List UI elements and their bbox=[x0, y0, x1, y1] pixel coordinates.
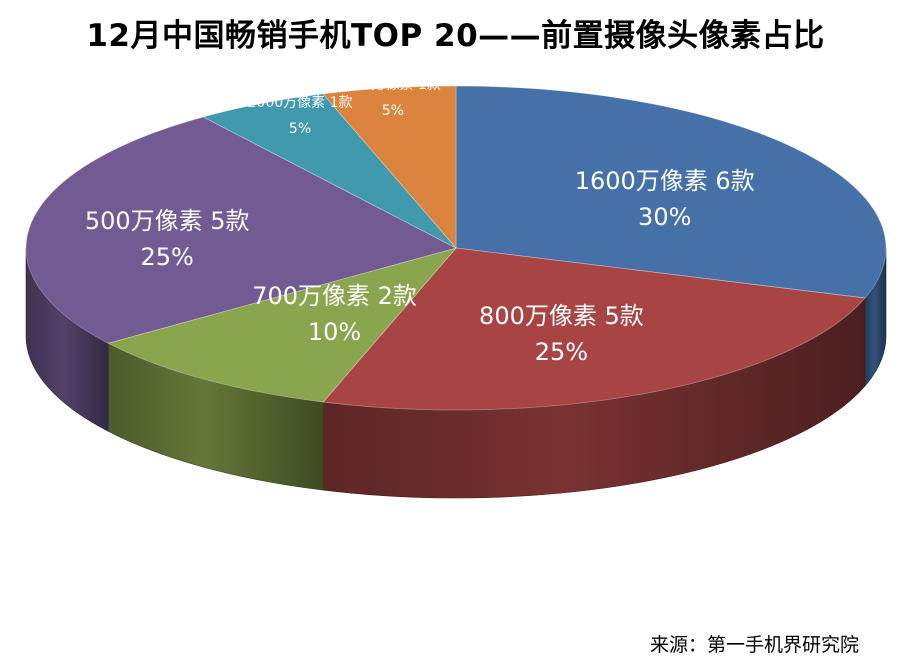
slice-percent-3: 25% bbox=[141, 243, 194, 271]
slice-label-4: 2000万像素 1款 bbox=[248, 95, 353, 111]
slice-label-0: 1600万像素 6款 bbox=[575, 167, 755, 195]
slice-label-3: 500万像素 5款 bbox=[85, 207, 250, 235]
pie-slices bbox=[25, 85, 887, 411]
slice-percent-5: 5% bbox=[382, 103, 404, 119]
slice-percent-1: 25% bbox=[535, 338, 588, 366]
pie-slice-2 bbox=[107, 247, 458, 403]
pie-slice-1 bbox=[322, 247, 866, 411]
chart-title: 12月中国畅销手机TOP 20——前置摄像头像素占比 bbox=[86, 18, 825, 54]
slice-percent-0: 30% bbox=[638, 203, 691, 231]
slice-percent-2: 10% bbox=[308, 318, 361, 346]
chart-source: 来源：第一手机界研究院 bbox=[649, 634, 859, 656]
pie-labels: 1600万像素 6款 30% 800万像素 5款 25% 700万像素 2款 10% 500… bbox=[85, 77, 755, 366]
pie-slice-5 bbox=[322, 85, 457, 250]
pie-slice-3 bbox=[25, 116, 458, 344]
pie-slice-0 bbox=[455, 85, 887, 299]
slice-label-5: 200万像素 1款 bbox=[345, 77, 441, 93]
slice-label-2: 700万像素 2款 bbox=[252, 282, 417, 310]
pie-slice-4 bbox=[202, 93, 457, 249]
slice-percent-4: 5% bbox=[289, 121, 311, 137]
pie-side-walls bbox=[25, 247, 887, 499]
slice-label-1: 800万像素 5款 bbox=[479, 302, 644, 330]
